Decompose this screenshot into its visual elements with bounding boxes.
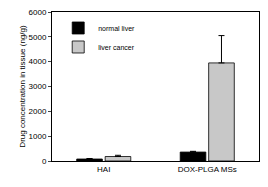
svg-text:normal liver: normal liver [98,25,135,32]
svg-text:2000: 2000 [29,107,47,116]
svg-text:0: 0 [42,157,47,166]
svg-text:liver cancer: liver cancer [98,44,134,51]
svg-text:5000: 5000 [29,33,47,42]
svg-text:1000: 1000 [29,132,47,141]
svg-text:Drug concentration in tissue (: Drug concentration in tissue (ng/g) [18,25,27,148]
svg-text:4000: 4000 [29,57,47,66]
svg-text:HAI: HAI [97,165,110,174]
svg-text:6000: 6000 [29,8,47,17]
svg-text:DOX-PLGA MSs: DOX-PLGA MSs [178,165,237,174]
svg-text:3000: 3000 [29,82,47,91]
